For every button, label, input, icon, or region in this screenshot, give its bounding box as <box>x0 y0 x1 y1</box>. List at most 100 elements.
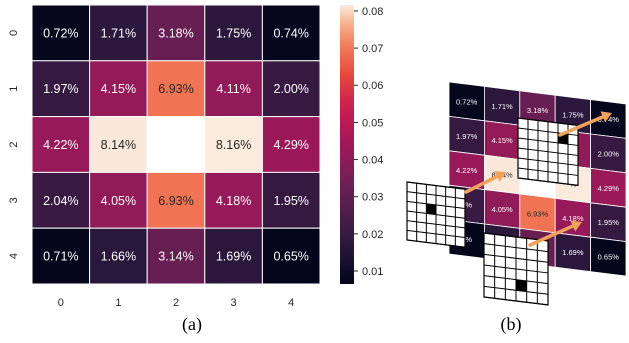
arrow-shaft <box>528 224 575 247</box>
kernel-grid-line <box>406 229 466 239</box>
heatmap-cell-label: 1.97% <box>43 82 78 96</box>
heatmap-cell-label: 8.14% <box>101 138 136 152</box>
heatmap-cell-label: 6.93% <box>158 194 193 208</box>
heatmap-cell <box>89 4 148 62</box>
diagram-cell-label: 1.69% <box>562 248 584 257</box>
diagram-cell-label: 1% <box>461 235 472 244</box>
kernel-bottom <box>483 232 549 306</box>
heatmap-cell-label: 0.74% <box>273 26 308 40</box>
kernel-center-cell <box>426 203 436 215</box>
heatmap-cell-label: 2.04% <box>43 194 78 208</box>
colorbar-tick-label: 0.07 <box>362 43 383 55</box>
heatmap-cell-label: 4.18% <box>216 194 251 208</box>
y-tick-label: 4 <box>8 253 20 259</box>
x-tick-label: 3 <box>231 297 237 309</box>
heatmap-cell <box>261 171 321 229</box>
y-tick-label: 2 <box>8 141 20 147</box>
arrow-head <box>494 171 506 182</box>
colorbar: 0.01 0.02 0.03 0.04 0.05 0.06 0.07 0.08 <box>340 5 383 284</box>
heatmap-cell-label: 1.71% <box>101 26 136 40</box>
diagram-cell-label: 0.72% <box>456 97 478 106</box>
heatmap-cell-label: 3.18% <box>158 26 193 40</box>
diagram-cell-label: 2.00% <box>598 149 620 158</box>
arrow-head <box>600 111 612 123</box>
heatmap-cell <box>204 171 263 229</box>
heatmap-cell <box>261 116 321 173</box>
colorbar-tick-label: 0.01 <box>362 266 383 278</box>
heatmap-cell-label: 6.93% <box>158 82 193 96</box>
diagram-cell-label: 1.75% <box>562 111 584 120</box>
x-tick-label: 1 <box>115 297 121 309</box>
heatmap-cell <box>89 227 148 285</box>
heatmap-cell <box>31 4 91 62</box>
heatmap-cell-label: 4.22% <box>43 138 78 152</box>
heatmap-cell-label: 0.71% <box>43 250 78 264</box>
heatmap-cell-label: 0.65% <box>273 250 308 264</box>
kernel-center-cell <box>516 279 527 292</box>
heatmap-cell-label: 2.00% <box>273 82 308 96</box>
arrow-shaft <box>464 174 499 194</box>
caption-b: (b) <box>501 314 522 335</box>
y-tick-label: 3 <box>8 197 20 203</box>
kernel-left <box>406 181 466 248</box>
heatmap-cell-label: 4.15% <box>101 82 136 96</box>
heatmap-cell <box>261 60 321 118</box>
heatmap-cell-label: 0.72% <box>43 26 78 40</box>
diagram-cell-label: 0.74% <box>598 115 620 124</box>
kernel-grid-line <box>483 285 549 295</box>
kernel-grid-line <box>406 239 466 248</box>
heatmap-cell-label: 8.16% <box>216 138 251 152</box>
caption-a: (a) <box>182 314 202 335</box>
heatmap-cell-label: 4.29% <box>273 138 308 152</box>
kernel-grid-line <box>483 296 549 306</box>
diagram-cell-label: 4% <box>461 201 472 210</box>
heatmap-cell <box>261 227 321 285</box>
arrow-left <box>464 171 506 194</box>
diagram-cell-label: 0.65% <box>598 253 620 262</box>
heatmap-cell <box>204 227 263 285</box>
y-tick-label: 0 <box>8 30 20 36</box>
colorbar-tick-label: 0.08 <box>362 6 383 18</box>
x-tick-label: 0 <box>58 297 64 309</box>
heatmap-cell-label: 3.14% <box>158 250 193 264</box>
colorbar-gradient <box>340 5 354 284</box>
kernel-top-right <box>517 117 579 187</box>
x-tick-label: 4 <box>288 297 294 309</box>
heatmap-cell-label: 1.75% <box>216 26 251 40</box>
heatmap-cell <box>146 4 206 62</box>
diagram-cell-label: 1.71% <box>491 102 513 111</box>
heatmap-cell <box>31 60 91 118</box>
heatmap-cell <box>146 227 206 285</box>
colorbar-tick-label: 0.05 <box>362 117 383 129</box>
kernel-grid-line <box>517 177 579 186</box>
colorbar-tick-label: 0.02 <box>362 229 383 241</box>
diagram-cell-label: 4.05% <box>491 205 513 214</box>
colorbar-tick-label: 0.04 <box>362 155 383 167</box>
diagram-cell <box>590 236 627 277</box>
heatmap-cell <box>146 116 206 173</box>
arrow-head <box>570 220 582 232</box>
heatmap-cell <box>89 171 148 229</box>
colorbar-tick-label: 0.03 <box>362 192 383 204</box>
heatmap-cell-label: 1.69% <box>216 250 251 264</box>
diagram-cell-label: 4.18% <box>562 214 584 223</box>
heatmap-cell-label: 1.95% <box>273 194 308 208</box>
diagram-cell-label: 1.97% <box>456 132 478 141</box>
heatmap-cell <box>31 227 91 285</box>
heatmap-cell-label: 4.05% <box>101 194 136 208</box>
heatmap-cell <box>146 171 206 229</box>
diagram-cell-label: 1.95% <box>598 218 620 227</box>
heatmap-cell <box>89 116 148 173</box>
heatmap-a: 0.72% 1.71% 3.18% 1.75% 0.74% 1.97% 4.15% 6.93%… <box>8 4 321 309</box>
arrow-shaft <box>558 115 605 137</box>
heatmap-cell-label: 4.11% <box>216 82 251 96</box>
colorbar-tick-label: 0.06 <box>362 80 383 92</box>
diagram-cell-label: 4.15% <box>491 136 513 145</box>
kernel-grid-line <box>517 167 579 176</box>
diagram-cell-label: 6.93% <box>527 209 549 218</box>
heatmap-cell-label: 1.66% <box>101 250 136 264</box>
y-tick-label: 1 <box>8 86 20 92</box>
diagram-cell-label: 4.29% <box>598 184 620 193</box>
diagram-cell-label: 3.18% <box>527 106 549 115</box>
diagram-cell-label: 4.22% <box>456 166 478 175</box>
